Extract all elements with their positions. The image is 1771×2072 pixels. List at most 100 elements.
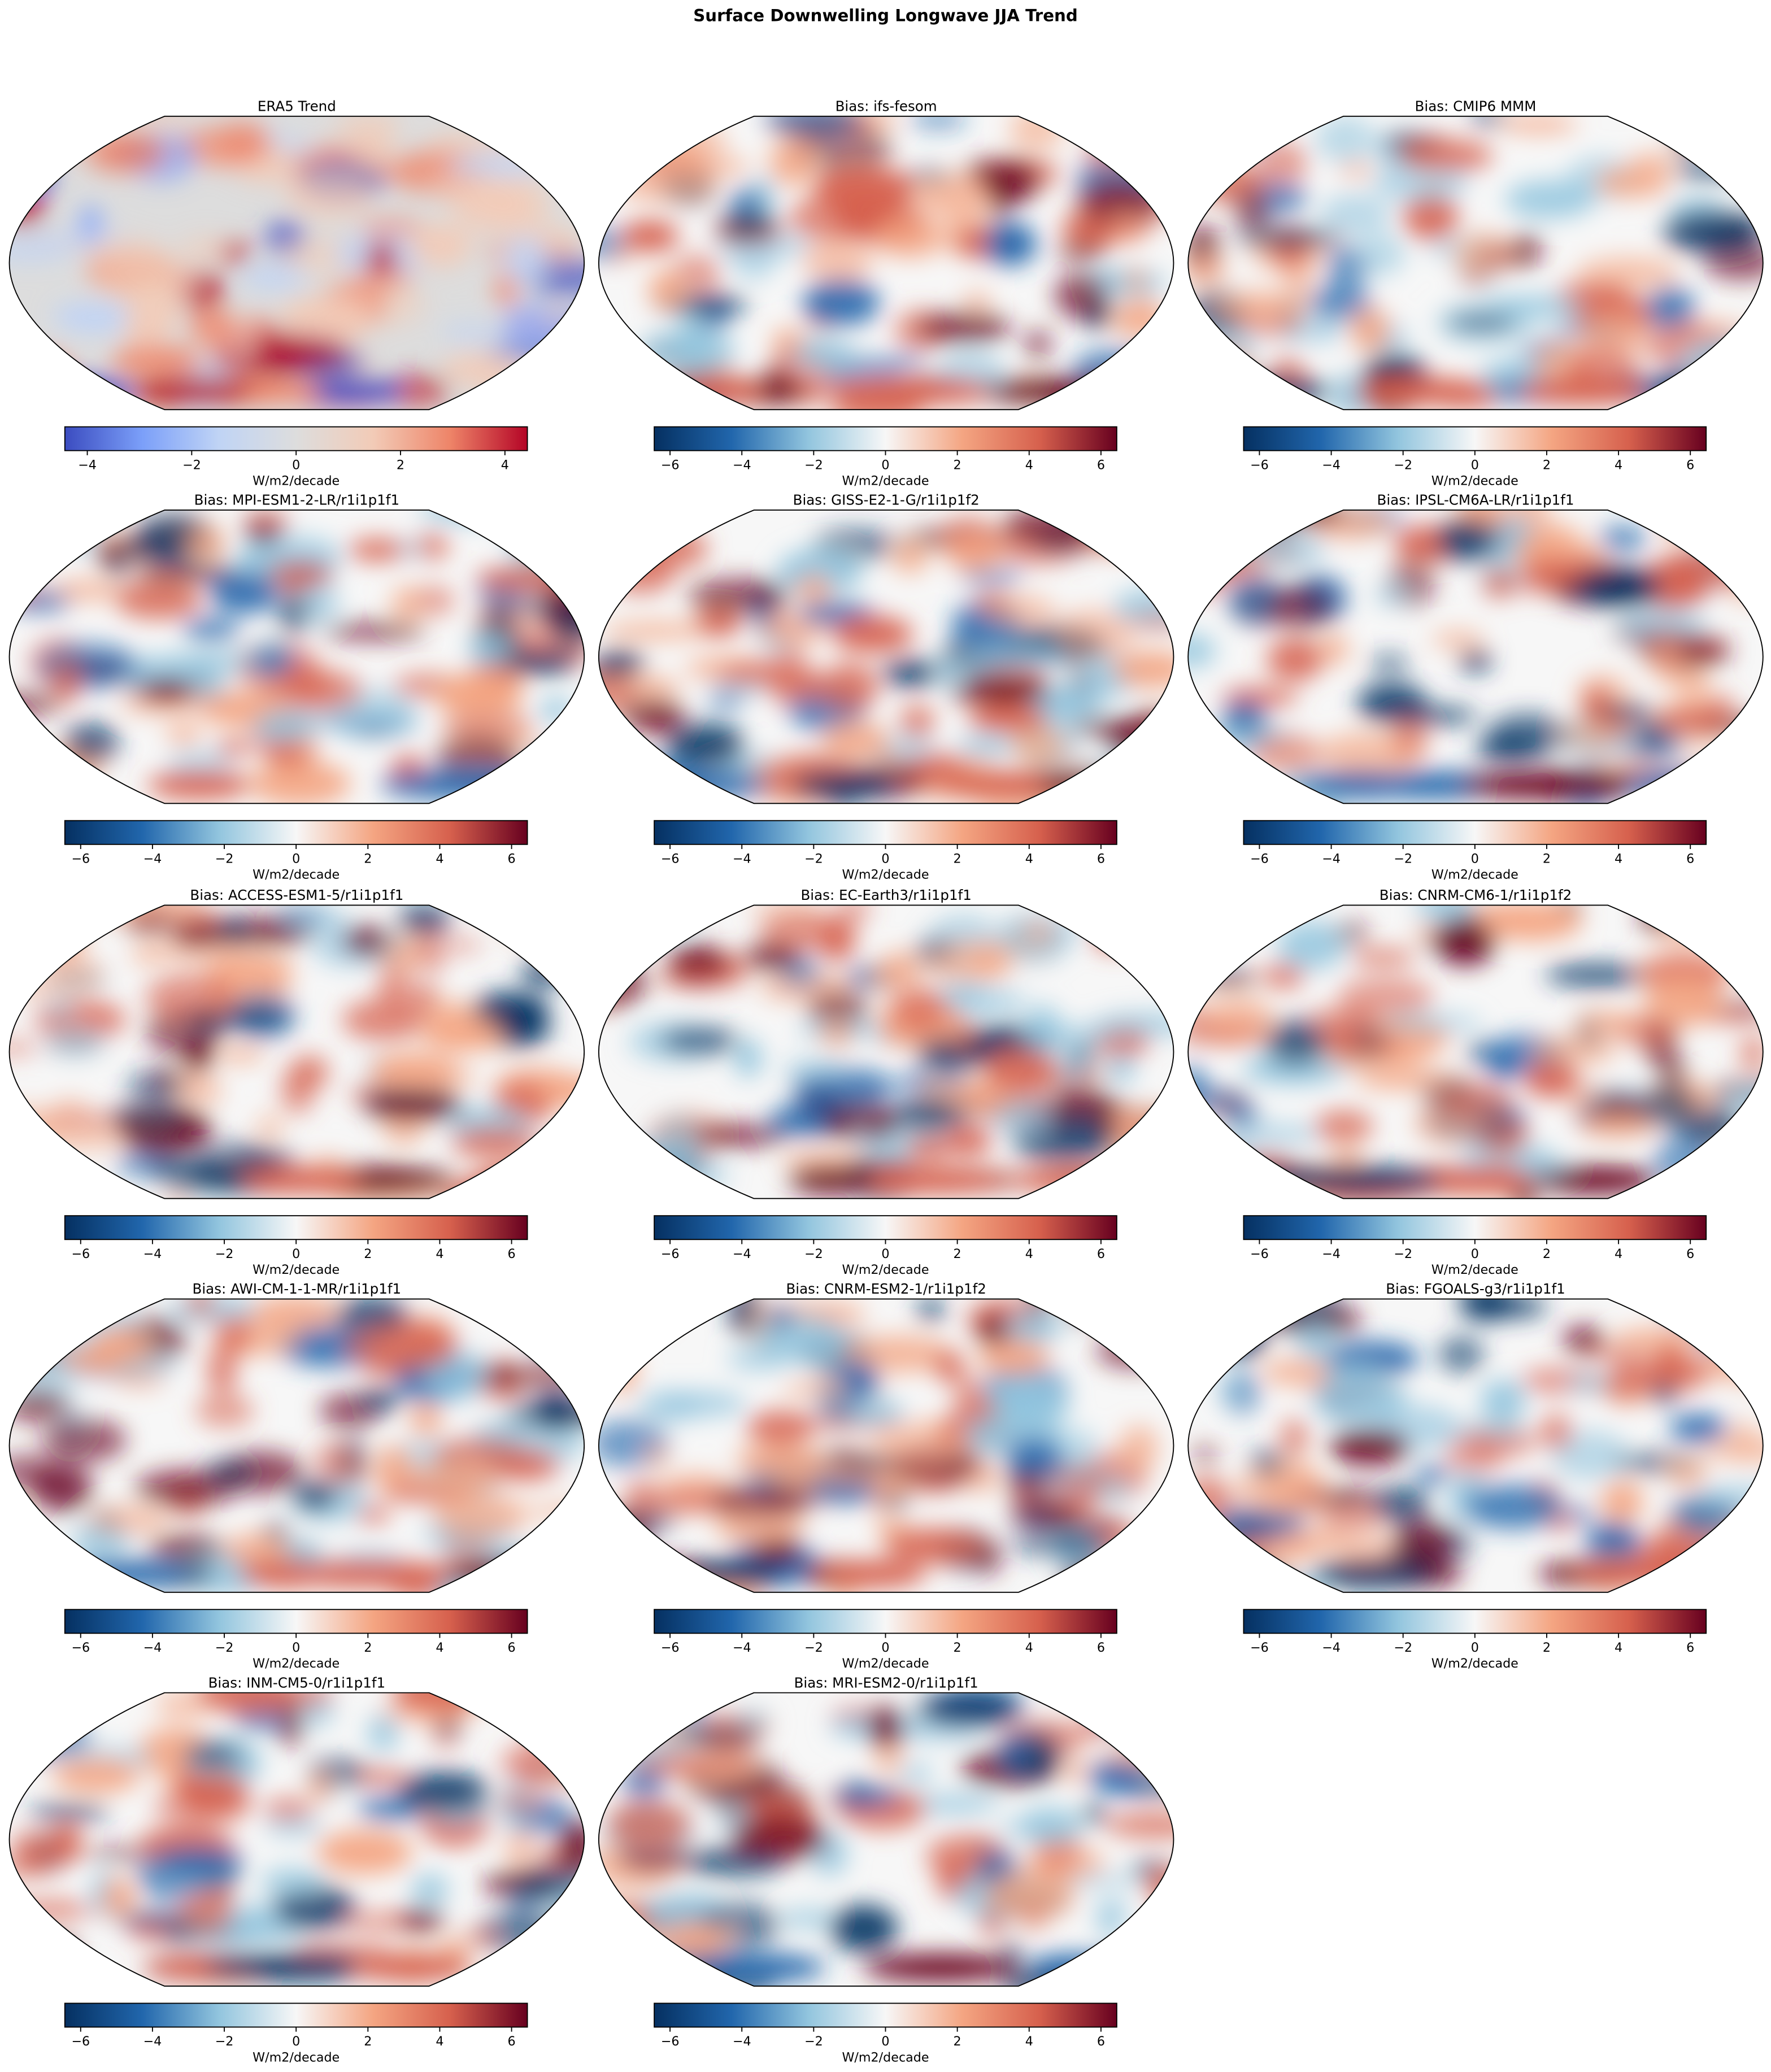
field-blob bbox=[358, 1388, 402, 1412]
field-blob bbox=[1188, 786, 1228, 804]
field-blob bbox=[666, 723, 745, 767]
field-blob bbox=[631, 1299, 671, 1326]
field-blob bbox=[1095, 1477, 1129, 1501]
field-blob bbox=[997, 1819, 1060, 1835]
field-blob bbox=[292, 1943, 394, 1958]
field-blob bbox=[1061, 1045, 1085, 1070]
field-blob bbox=[616, 169, 719, 203]
field-blob bbox=[210, 572, 279, 613]
field-blob bbox=[103, 1877, 134, 1921]
field-blob bbox=[699, 1954, 825, 1981]
field-blob bbox=[906, 1135, 950, 1160]
field-blob bbox=[477, 356, 532, 406]
field-blob bbox=[771, 644, 809, 664]
field-blob bbox=[764, 116, 863, 135]
field-blob bbox=[425, 134, 528, 153]
field-blob bbox=[1188, 116, 1209, 154]
field-blob bbox=[963, 643, 1068, 670]
colorbar-tick-label: −6 bbox=[71, 1247, 90, 1261]
field-blob bbox=[623, 905, 707, 917]
field-blob bbox=[1678, 668, 1711, 709]
field-blob bbox=[1673, 638, 1726, 655]
field-blob bbox=[1665, 1185, 1761, 1199]
field-blob bbox=[549, 602, 585, 647]
field-blob bbox=[652, 905, 694, 933]
field-blob bbox=[498, 1552, 585, 1586]
field-blob bbox=[950, 678, 1050, 704]
field-blob bbox=[288, 171, 375, 219]
field-blob bbox=[818, 1560, 926, 1587]
field-blob bbox=[359, 219, 424, 236]
field-blob bbox=[899, 1475, 964, 1494]
field-blob bbox=[368, 1052, 459, 1086]
field-blob bbox=[1631, 719, 1673, 751]
colorbar-tick-label: −4 bbox=[733, 1247, 751, 1261]
field-blob bbox=[1188, 346, 1254, 388]
field-blob bbox=[1188, 1135, 1233, 1185]
colorbar-label: W/m2/decade bbox=[842, 474, 929, 489]
field-blob bbox=[32, 1299, 85, 1317]
colorbar bbox=[1243, 1609, 1707, 1634]
field-blob bbox=[1084, 136, 1135, 168]
field-blob bbox=[1398, 139, 1493, 172]
field-blob bbox=[1096, 1333, 1174, 1369]
field-blob bbox=[1196, 127, 1239, 178]
field-blob bbox=[797, 575, 831, 603]
field-blob bbox=[207, 951, 294, 991]
field-blob bbox=[1025, 1845, 1106, 1880]
field-blob bbox=[1284, 1166, 1443, 1194]
field-blob bbox=[1579, 758, 1656, 772]
field-blob bbox=[293, 1483, 337, 1511]
field-blob bbox=[425, 999, 472, 1017]
field-blob bbox=[1708, 697, 1736, 710]
field-blob bbox=[1022, 1004, 1062, 1055]
panel-title: Bias: IPSL-CM6A-LR/r1i1p1f1 bbox=[1377, 492, 1574, 508]
colorbar-label: W/m2/decade bbox=[253, 474, 340, 489]
field-blob bbox=[110, 1103, 185, 1131]
field-blob bbox=[1393, 1518, 1455, 1565]
panel-title: Bias: MRI-ESM2-0/r1i1p1f1 bbox=[794, 1674, 978, 1691]
field-blob bbox=[1233, 197, 1272, 230]
field-blob bbox=[1403, 194, 1459, 240]
colorbar-tick-label: −4 bbox=[1322, 1640, 1341, 1655]
field-blob bbox=[1311, 1560, 1434, 1587]
field-blob bbox=[1188, 1547, 1258, 1574]
map-outline bbox=[598, 1298, 1174, 1593]
field-blob bbox=[850, 1126, 871, 1143]
field-blob bbox=[598, 650, 645, 678]
field-blob bbox=[335, 1299, 408, 1332]
colorbar bbox=[654, 1215, 1117, 1240]
field-blob bbox=[22, 512, 49, 548]
colorbar bbox=[64, 1609, 528, 1634]
field-blob bbox=[1505, 180, 1595, 219]
field-blob bbox=[42, 1418, 127, 1462]
colorbar-tick-label: −4 bbox=[143, 2034, 162, 2049]
field-blob bbox=[1139, 706, 1167, 743]
field-blob bbox=[957, 736, 1019, 755]
field-blob bbox=[1351, 307, 1390, 352]
field-blob bbox=[1093, 1012, 1174, 1037]
field-blob bbox=[1188, 116, 1255, 155]
field-blob bbox=[243, 513, 289, 533]
panel-title: Bias: ifs-fesom bbox=[836, 98, 937, 115]
field-blob bbox=[475, 567, 572, 590]
field-blob bbox=[977, 1337, 1049, 1374]
field-blob bbox=[632, 1560, 672, 1586]
field-blob bbox=[1349, 948, 1417, 965]
field-blob bbox=[1651, 1382, 1678, 1405]
field-blob bbox=[822, 722, 890, 758]
colorbar-tick-label: 6 bbox=[508, 852, 516, 867]
field-blob bbox=[1696, 517, 1736, 560]
colorbar-tick-label: 2 bbox=[954, 852, 961, 867]
field-blob bbox=[397, 1771, 489, 1812]
colorbar-tick-label: 0 bbox=[1471, 1247, 1479, 1261]
field-blob bbox=[177, 236, 234, 262]
field-blob bbox=[807, 991, 869, 1028]
field-blob bbox=[1067, 1299, 1094, 1325]
field-blob bbox=[1601, 1481, 1643, 1523]
field-blob bbox=[9, 591, 71, 612]
field-blob bbox=[151, 1848, 243, 1877]
colorbar-tick-label: 0 bbox=[292, 1640, 300, 1655]
field-blob bbox=[796, 672, 828, 701]
colorbar-tick-label: −4 bbox=[733, 1640, 751, 1655]
